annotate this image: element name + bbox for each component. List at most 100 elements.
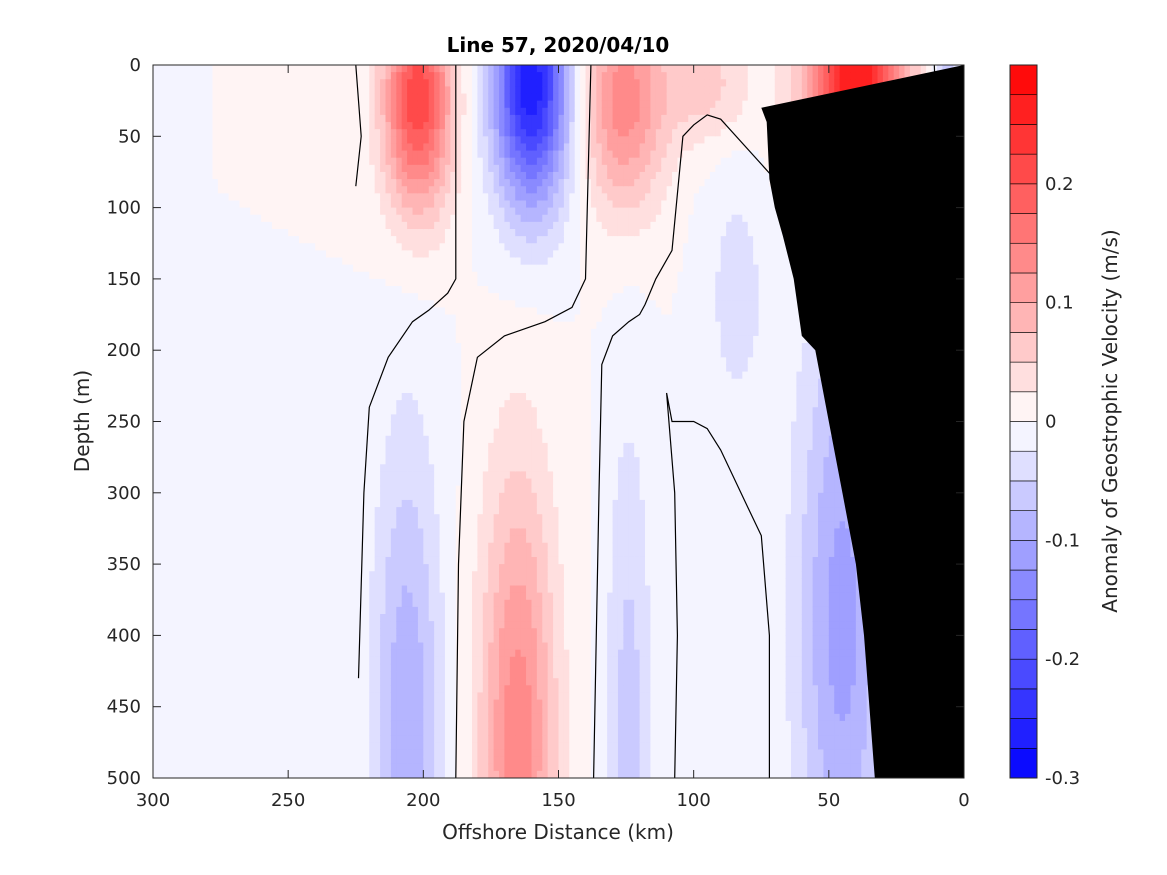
contour-cell [320, 663, 327, 672]
contour-cell [244, 357, 251, 366]
contour-cell [185, 307, 192, 316]
contour-cell [223, 214, 230, 223]
contour-cell [369, 685, 376, 694]
contour-cell [288, 79, 295, 87]
contour-cell [207, 556, 214, 565]
contour-cell [190, 257, 197, 266]
contour-cell [326, 335, 333, 344]
contour-cell [207, 207, 214, 216]
contour-cell [185, 392, 192, 401]
contour-cell [347, 171, 354, 180]
contour-cell [315, 635, 322, 644]
contour-cell [207, 763, 214, 772]
contour-cell [234, 79, 241, 87]
contour-cell [239, 656, 246, 665]
contour-cell [207, 499, 214, 508]
contour-cell [288, 685, 295, 694]
contour-cell [277, 350, 284, 358]
contour-cell [417, 93, 424, 102]
contour-cell [271, 214, 278, 223]
contour-cell [212, 457, 219, 465]
contour-cell [369, 236, 376, 244]
contour-cell [207, 492, 214, 501]
contour-cell [201, 457, 208, 465]
contour-cell [309, 271, 316, 280]
contour-cell [207, 250, 214, 259]
contour-cell [347, 343, 354, 351]
contour-cell [174, 157, 181, 166]
contour-cell [336, 221, 343, 230]
contour-cell [374, 79, 381, 87]
contour-cell [261, 392, 268, 401]
contour-cell [407, 457, 414, 465]
contour-cell [185, 343, 192, 351]
contour-cell [412, 464, 419, 473]
contour-cell [185, 371, 192, 380]
contour-cell [169, 164, 176, 173]
contour-cell [309, 621, 316, 629]
contour-cell [401, 122, 408, 130]
contour-cell [261, 706, 268, 715]
contour-cell [282, 756, 289, 765]
contour-cell [293, 72, 300, 80]
contour-cell [320, 228, 327, 237]
contour-cell [326, 471, 333, 480]
contour-cell [380, 442, 387, 451]
contour-cell [163, 286, 170, 294]
contour-cell [342, 614, 349, 622]
contour-cell [158, 614, 165, 622]
contour-cell [277, 564, 284, 572]
contour-cell [293, 428, 300, 437]
contour-cell [412, 571, 419, 579]
contour-cell [212, 571, 219, 579]
contour-cell [212, 464, 219, 473]
contour-cell [363, 692, 370, 701]
contour-cell [326, 79, 333, 87]
contour-cell [342, 86, 349, 95]
contour-cell [363, 293, 370, 301]
contour-cell [320, 628, 327, 636]
contour-cell [315, 371, 322, 380]
contour-cell [282, 278, 289, 287]
contour-cell [385, 228, 392, 237]
contour-cell [374, 642, 381, 651]
contour-cell [153, 321, 160, 330]
contour-cell [363, 471, 370, 480]
contour-cell [277, 435, 284, 444]
contour-cell [223, 478, 230, 487]
contour-cell [396, 278, 403, 287]
contour-cell [212, 214, 219, 223]
contour-cell [315, 400, 322, 408]
contour-cell [207, 100, 214, 109]
contour-cell [277, 314, 284, 323]
contour-cell [169, 193, 176, 202]
contour-cell [169, 692, 176, 701]
contour-cell [239, 114, 246, 123]
contour-cell [153, 414, 160, 423]
contour-cell [228, 350, 235, 358]
contour-cell [390, 478, 397, 487]
contour-cell [385, 293, 392, 301]
contour-cell [185, 770, 192, 778]
contour-cell [212, 171, 219, 180]
contour-cell [185, 72, 192, 80]
contour-cell [250, 706, 257, 715]
contour-cell [255, 264, 262, 273]
contour-cell [239, 407, 246, 415]
contour-cell [244, 150, 251, 159]
contour-cell [326, 635, 333, 644]
contour-cell [412, 514, 419, 522]
contour-cell [234, 756, 241, 765]
contour-cell [266, 706, 273, 715]
contour-cell [196, 428, 203, 437]
contour-cell [174, 100, 181, 109]
contour-cell [282, 264, 289, 273]
contour-cell [298, 749, 305, 758]
contour-cell [309, 578, 316, 587]
contour-cell [196, 521, 203, 530]
contour-cell [223, 86, 230, 95]
contour-cell [255, 535, 262, 544]
contour-cell [331, 293, 338, 301]
contour-cell [412, 699, 419, 708]
contour-cell [363, 578, 370, 587]
